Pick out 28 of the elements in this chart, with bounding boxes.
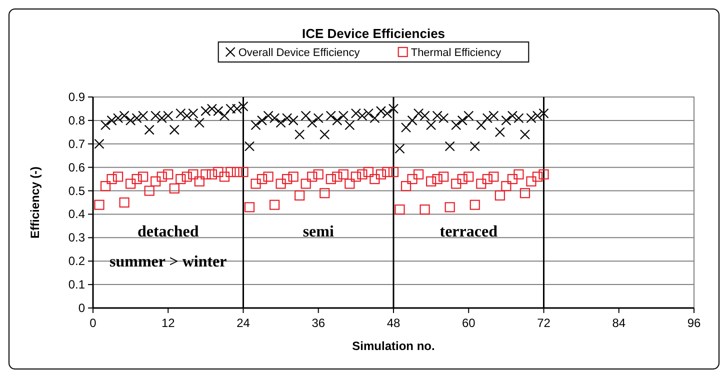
- y-tick-label: 0.3: [68, 230, 86, 245]
- y-tick-label: 0.4: [68, 207, 86, 222]
- y-tick-label: 0.8: [68, 113, 86, 128]
- chart-title: ICE Device Efficiencies: [302, 26, 446, 41]
- y-axis-title: Efficiency (-): [28, 166, 42, 239]
- y-tick-label: 0.1: [68, 278, 86, 292]
- x-tick-label: 84: [612, 316, 626, 330]
- x-axis-title: Simulation no.: [352, 339, 435, 353]
- annotation: terraced: [440, 224, 498, 240]
- y-tick-label: 0.9: [68, 90, 86, 104]
- x-tick-label: 24: [236, 316, 250, 330]
- x-tick-label: 12: [161, 316, 176, 330]
- legend-label: Thermal Efficiency: [410, 47, 502, 59]
- y-tick-label: 0.7: [68, 136, 86, 151]
- annotation: summer > winter: [110, 254, 227, 270]
- x-tick-label: 72: [537, 316, 551, 330]
- y-tick-label: 0.5: [68, 184, 86, 198]
- x-tick-label: 60: [462, 316, 476, 330]
- x-tick-label: 48: [386, 316, 400, 330]
- y-tick-label: 0: [78, 301, 86, 315]
- annotation: semi: [302, 224, 334, 240]
- legend-label: Overall Device Efficiency: [238, 47, 360, 59]
- x-tick-label: 0: [90, 316, 97, 330]
- y-tick-label: 0.6: [68, 160, 86, 174]
- x-tick-label: 96: [687, 316, 701, 330]
- annotation: detached: [137, 224, 199, 240]
- x-tick-label: 36: [312, 316, 326, 330]
- y-tick-label: 0.2: [68, 254, 86, 268]
